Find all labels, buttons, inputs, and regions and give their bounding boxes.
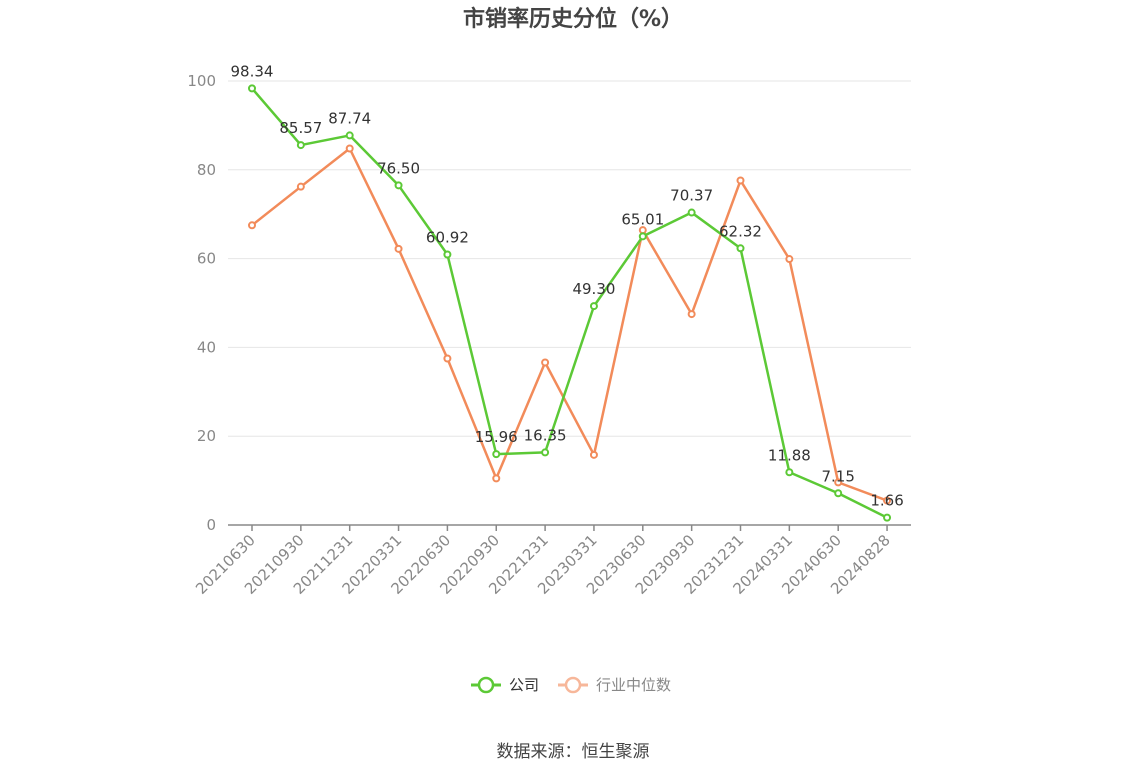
data-label: 98.34 xyxy=(231,62,274,80)
y-tick-label: 20 xyxy=(197,427,216,445)
data-label: 76.50 xyxy=(377,159,420,177)
data-point[interactable] xyxy=(687,310,696,319)
chart-title: 市销率历史分位（%） xyxy=(463,6,683,32)
data-label: 87.74 xyxy=(328,109,371,127)
legend-label: 行业中位数 xyxy=(596,676,671,694)
data-label: 62.32 xyxy=(719,222,762,240)
legend-marker xyxy=(477,676,495,694)
data-label: 65.01 xyxy=(621,210,664,228)
x-axis: 2021063020210930202112312022033120220630… xyxy=(192,524,911,598)
data-point[interactable] xyxy=(638,232,647,241)
series-1 xyxy=(248,144,892,505)
data-point[interactable] xyxy=(296,182,305,191)
data-point[interactable] xyxy=(785,468,794,477)
data-label: 70.37 xyxy=(670,187,713,205)
data-point[interactable] xyxy=(883,496,892,505)
y-tick-label: 60 xyxy=(197,250,216,268)
series-0 xyxy=(248,84,892,522)
legend-marker xyxy=(564,676,582,694)
data-label: 11.88 xyxy=(768,446,811,464)
data-point[interactable] xyxy=(589,302,598,311)
y-tick-label: 100 xyxy=(187,72,216,90)
data-label: 15.96 xyxy=(475,428,518,446)
y-tick-label: 0 xyxy=(206,516,216,534)
data-labels: 98.34 85.57 87.74 76.50 60.92 15.96 16.35 49.30… xyxy=(231,62,904,509)
data-label: 60.92 xyxy=(426,229,469,247)
data-point[interactable] xyxy=(248,221,256,230)
data-point[interactable] xyxy=(541,358,550,367)
data-point[interactable] xyxy=(394,181,403,190)
data-point[interactable] xyxy=(687,208,696,217)
data-point[interactable] xyxy=(443,250,452,259)
data-point[interactable] xyxy=(883,513,892,522)
data-point[interactable] xyxy=(394,244,403,253)
y-tick-label: 40 xyxy=(197,338,216,356)
y-axis-ticks: 0 20 40 60 80 100 xyxy=(187,72,216,534)
series-layer xyxy=(248,84,892,522)
source-note: 数据来源：恒生聚源 xyxy=(497,742,650,762)
series-line xyxy=(251,147,888,502)
data-point[interactable] xyxy=(296,141,305,150)
legend-item-0[interactable]: 公司 xyxy=(471,676,539,694)
data-point[interactable] xyxy=(785,255,794,264)
data-point[interactable] xyxy=(443,354,452,363)
data-point[interactable] xyxy=(834,478,843,487)
data-point[interactable] xyxy=(589,450,598,459)
legend-item-1[interactable]: 行业中位数 xyxy=(558,676,671,694)
y-tick-label: 80 xyxy=(197,161,216,179)
data-label: 1.66 xyxy=(870,492,903,510)
data-point[interactable] xyxy=(736,244,745,253)
data-point[interactable] xyxy=(736,176,745,185)
data-label: 85.57 xyxy=(279,119,322,137)
data-point[interactable] xyxy=(345,144,354,153)
data-label: 16.35 xyxy=(524,426,567,444)
legend-label: 公司 xyxy=(509,676,539,694)
series-line xyxy=(251,87,888,519)
data-label: 7.15 xyxy=(821,467,854,485)
data-point[interactable] xyxy=(492,450,501,459)
grid-lines xyxy=(228,80,911,437)
data-point[interactable] xyxy=(834,489,843,498)
data-point[interactable] xyxy=(248,84,256,93)
data-point[interactable] xyxy=(492,474,501,483)
data-point[interactable] xyxy=(541,448,550,457)
data-label: 49.30 xyxy=(572,280,615,298)
data-point[interactable] xyxy=(345,131,354,140)
legend[interactable]: 公司 行业中位数 xyxy=(471,676,671,694)
